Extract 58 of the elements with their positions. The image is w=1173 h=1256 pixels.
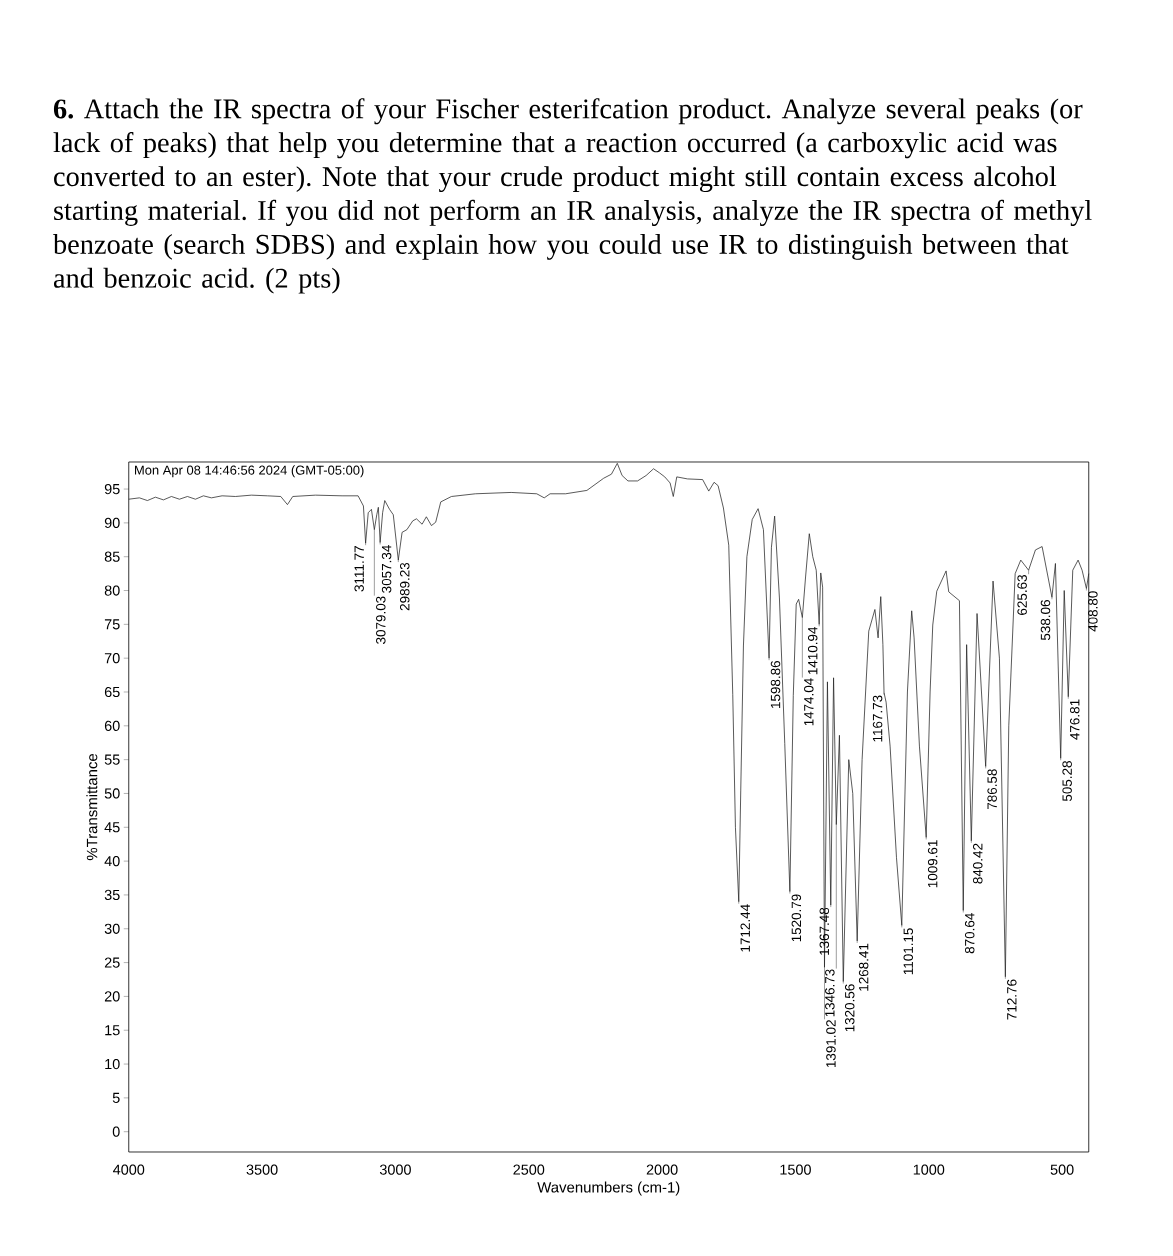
annotation: 625.63 [1017, 575, 1027, 615]
y-tick-label: 35 [104, 889, 120, 901]
y-tick-label: 30 [104, 923, 120, 934]
annotation: 1712.44 [740, 904, 750, 952]
annotation: 3057.34 [381, 545, 392, 593]
y-tick-label: 20 [105, 991, 120, 1002]
y-tick-label: 85 [104, 551, 120, 562]
annotation: 1101.15 [903, 928, 914, 975]
annotation: 1346.73 [825, 969, 835, 1017]
y-tick-label: 70 [105, 653, 120, 664]
y-tick-label: 45 [104, 822, 120, 833]
y-tick-label: 90 [104, 517, 120, 528]
y-tick-label: 65 [105, 686, 120, 698]
annotation: 1268.41 [859, 943, 869, 991]
annotation: 870.64 [965, 913, 975, 954]
annotation: 3111.77 [354, 546, 365, 592]
y-tick-label: 80 [104, 585, 120, 596]
annotation: 2989.23 [400, 562, 410, 611]
x-tick-label: 500 [1050, 1164, 1074, 1175]
chart-title: 6. Attach the IR spectra of your Fischer esterifcation product. Analyze several peaks (or lack of peaks) that help you determine that a reaction occurred (a carboxylic acid was converted to an ester). Note that your crude product might still contain excess alcohol starting material. If you did not perform an IR analysis, analyze the IR spectra of methyl benzoate (search SDBS) and explain how you could use IR to distinguish between that and benzoic acid. (2 pts) [53, 98, 1092, 294]
annotation: 1391.02 [826, 1020, 836, 1068]
y-tick-label: 40 [104, 855, 120, 867]
y-tick-label: 75 [105, 619, 120, 630]
y-tick-label: 10 [105, 1058, 120, 1070]
y-tick-label: 0 [112, 1126, 120, 1137]
y-tick-label: 15 [105, 1025, 120, 1036]
x-tick-label: 2500 [513, 1164, 545, 1175]
annotation: 1520.79 [791, 894, 802, 942]
annotation: 1009.61 [928, 840, 938, 888]
x-tick-label: 1500 [780, 1164, 812, 1175]
annotation: 1474.04 [804, 678, 814, 726]
annotation: 505.28 [1062, 761, 1073, 802]
annotation: 3079.03 [376, 596, 386, 644]
y-tick-label: 25 [105, 957, 120, 968]
annotation: 1410.94 [808, 626, 818, 675]
annotation: Mon Apr 08 14:46:56 2024 (GMT-05:00) [135, 465, 364, 478]
x-axis-title: Wavenumbers (cm-1) [537, 1181, 680, 1196]
y-tick-label: 95 [104, 483, 120, 495]
y-tick-label: 5 [112, 1092, 120, 1103]
annotation: 1367.48 [819, 907, 830, 955]
annotation: 712.76 [1007, 979, 1017, 1020]
y-axis-title: %Transmittance [86, 753, 98, 861]
x-tick-label: 3500 [246, 1164, 278, 1175]
y-tick-label: 55 [104, 754, 120, 765]
x-tick-label: 3000 [380, 1164, 412, 1175]
annotation: 476.81 [1070, 699, 1080, 740]
annotation: 1167.73 [872, 695, 883, 742]
annotation: 538.06 [1040, 600, 1051, 641]
y-tick-label: 60 [105, 720, 120, 731]
x-tick-label: 1000 [913, 1164, 945, 1175]
annotation: 1320.56 [845, 984, 855, 1032]
x-tick-label: 2000 [646, 1164, 678, 1175]
annotation: 408.80 [1088, 591, 1098, 632]
y-tick-label: 50 [104, 788, 120, 799]
annotation: 786.58 [987, 769, 997, 810]
x-tick-label: 4000 [113, 1164, 145, 1175]
annotation: 840.42 [973, 843, 983, 884]
annotation: 1598.86 [770, 660, 781, 708]
